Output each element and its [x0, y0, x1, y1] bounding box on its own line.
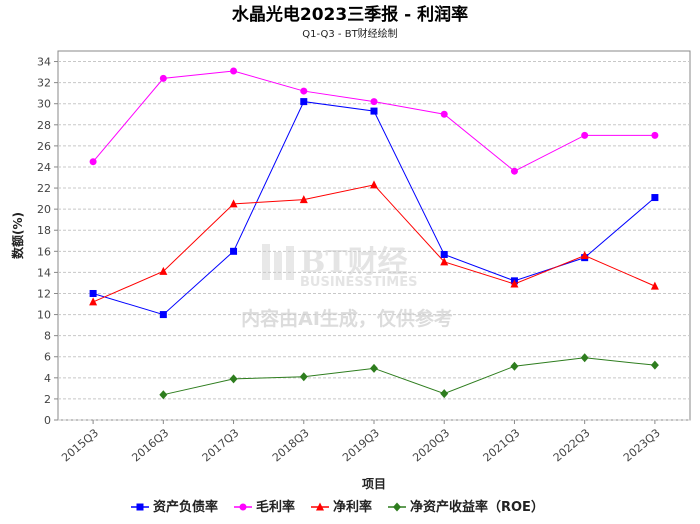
x-tick-label: 2021Q3 — [481, 426, 523, 464]
series-line — [163, 357, 655, 396]
watermark-note: 内容由AI生成，仅供参考 — [241, 307, 453, 330]
data-point — [370, 98, 378, 106]
x-tick-label: 2017Q3 — [200, 426, 242, 464]
y-tick-label: 0 — [44, 414, 51, 427]
y-tick-label: 10 — [37, 309, 51, 322]
legend-label: 净资产收益率（ROE） — [410, 499, 544, 515]
y-tick-label: 6 — [44, 351, 51, 364]
data-point — [229, 199, 238, 208]
data-point — [510, 279, 519, 288]
x-tick-label: 2022Q3 — [551, 426, 593, 464]
y-tick-label: 32 — [37, 77, 51, 90]
series-line — [92, 70, 655, 172]
series-4 — [159, 353, 659, 400]
data-point — [159, 311, 167, 319]
data-point — [299, 372, 308, 382]
y-tick-label: 26 — [37, 140, 51, 153]
data-point — [440, 389, 449, 399]
legend-item: 净资产收益率（ROE） — [388, 499, 544, 515]
data-point — [650, 281, 659, 290]
series-2 — [89, 67, 659, 175]
legend-marker — [136, 503, 144, 511]
data-point — [580, 353, 589, 363]
watermark-brand-en: BUSINESSTIMES — [300, 275, 417, 290]
legend-item: 资产负债率 — [131, 499, 218, 515]
watermark-logo-icon — [262, 244, 294, 280]
watermark: BT财经 BUSINESSTIMES 内容由AI生成，仅供参考 — [241, 244, 453, 330]
y-tick-label: 16 — [37, 245, 51, 258]
legend-label: 毛利率 — [256, 499, 295, 515]
data-point — [440, 257, 449, 266]
data-point — [299, 195, 308, 204]
legend-marker — [316, 502, 324, 511]
data-point — [159, 74, 167, 82]
y-tick-label: 8 — [44, 330, 51, 343]
data-point — [440, 110, 448, 118]
x-tick-label: 2019Q3 — [340, 426, 382, 464]
y-tick-label: 4 — [44, 372, 51, 385]
legend-item: 毛利率 — [234, 499, 295, 515]
data-point — [580, 251, 589, 260]
data-point — [510, 167, 518, 175]
data-point — [370, 107, 378, 115]
y-tick-label: 20 — [37, 203, 51, 216]
data-point — [510, 361, 519, 371]
data-point — [650, 360, 659, 370]
y-tick-label: 34 — [37, 56, 51, 69]
chart-subtitle: Q1-Q3 - BT财经绘制 — [302, 27, 397, 40]
series-layer — [89, 67, 659, 400]
chart-title: 水晶光电2023三季报 - 利润率 — [232, 4, 468, 25]
legend-marker — [239, 503, 247, 511]
data-point — [300, 87, 308, 95]
y-tick-label: 14 — [37, 266, 51, 279]
x-tick-label: 2020Q3 — [410, 426, 452, 464]
data-point — [300, 98, 308, 106]
y-tick-label: 18 — [37, 224, 51, 237]
data-point — [229, 374, 238, 384]
y-tick-label: 12 — [37, 287, 51, 300]
data-point — [651, 131, 659, 139]
data-point — [159, 266, 168, 275]
y-tick-label: 22 — [37, 182, 51, 195]
y-tick-label: 30 — [37, 98, 51, 111]
data-point — [370, 363, 378, 373]
data-point — [159, 390, 168, 400]
x-axis-label: 项目 — [362, 477, 386, 491]
legend: 资产负债率 毛利率 净利率 净资产收益率（ROE） — [131, 499, 544, 515]
legend-item: 净利率 — [311, 499, 372, 515]
y-tick-label: 24 — [37, 161, 51, 174]
data-point — [89, 289, 97, 297]
data-point — [370, 180, 378, 189]
legend-marker — [393, 502, 401, 512]
x-tick-label: 2023Q3 — [621, 426, 663, 464]
x-tick-label: 2018Q3 — [270, 426, 312, 464]
legend-label: 资产负债率 — [153, 499, 218, 515]
data-point — [89, 297, 98, 306]
data-point — [230, 247, 238, 255]
y-tick-label: 28 — [37, 119, 51, 132]
x-tick-label: 2016Q3 — [129, 426, 171, 464]
y-axis-label: 数额(%) — [10, 212, 25, 259]
legend-label: 净利率 — [333, 499, 372, 515]
data-point — [651, 194, 659, 202]
data-point — [230, 67, 238, 75]
data-point — [89, 158, 97, 166]
data-point — [440, 250, 448, 258]
y-tick-label: 2 — [44, 393, 51, 406]
series-3 — [89, 180, 659, 306]
x-tick-label: 2015Q3 — [59, 426, 101, 464]
data-point — [581, 131, 589, 139]
